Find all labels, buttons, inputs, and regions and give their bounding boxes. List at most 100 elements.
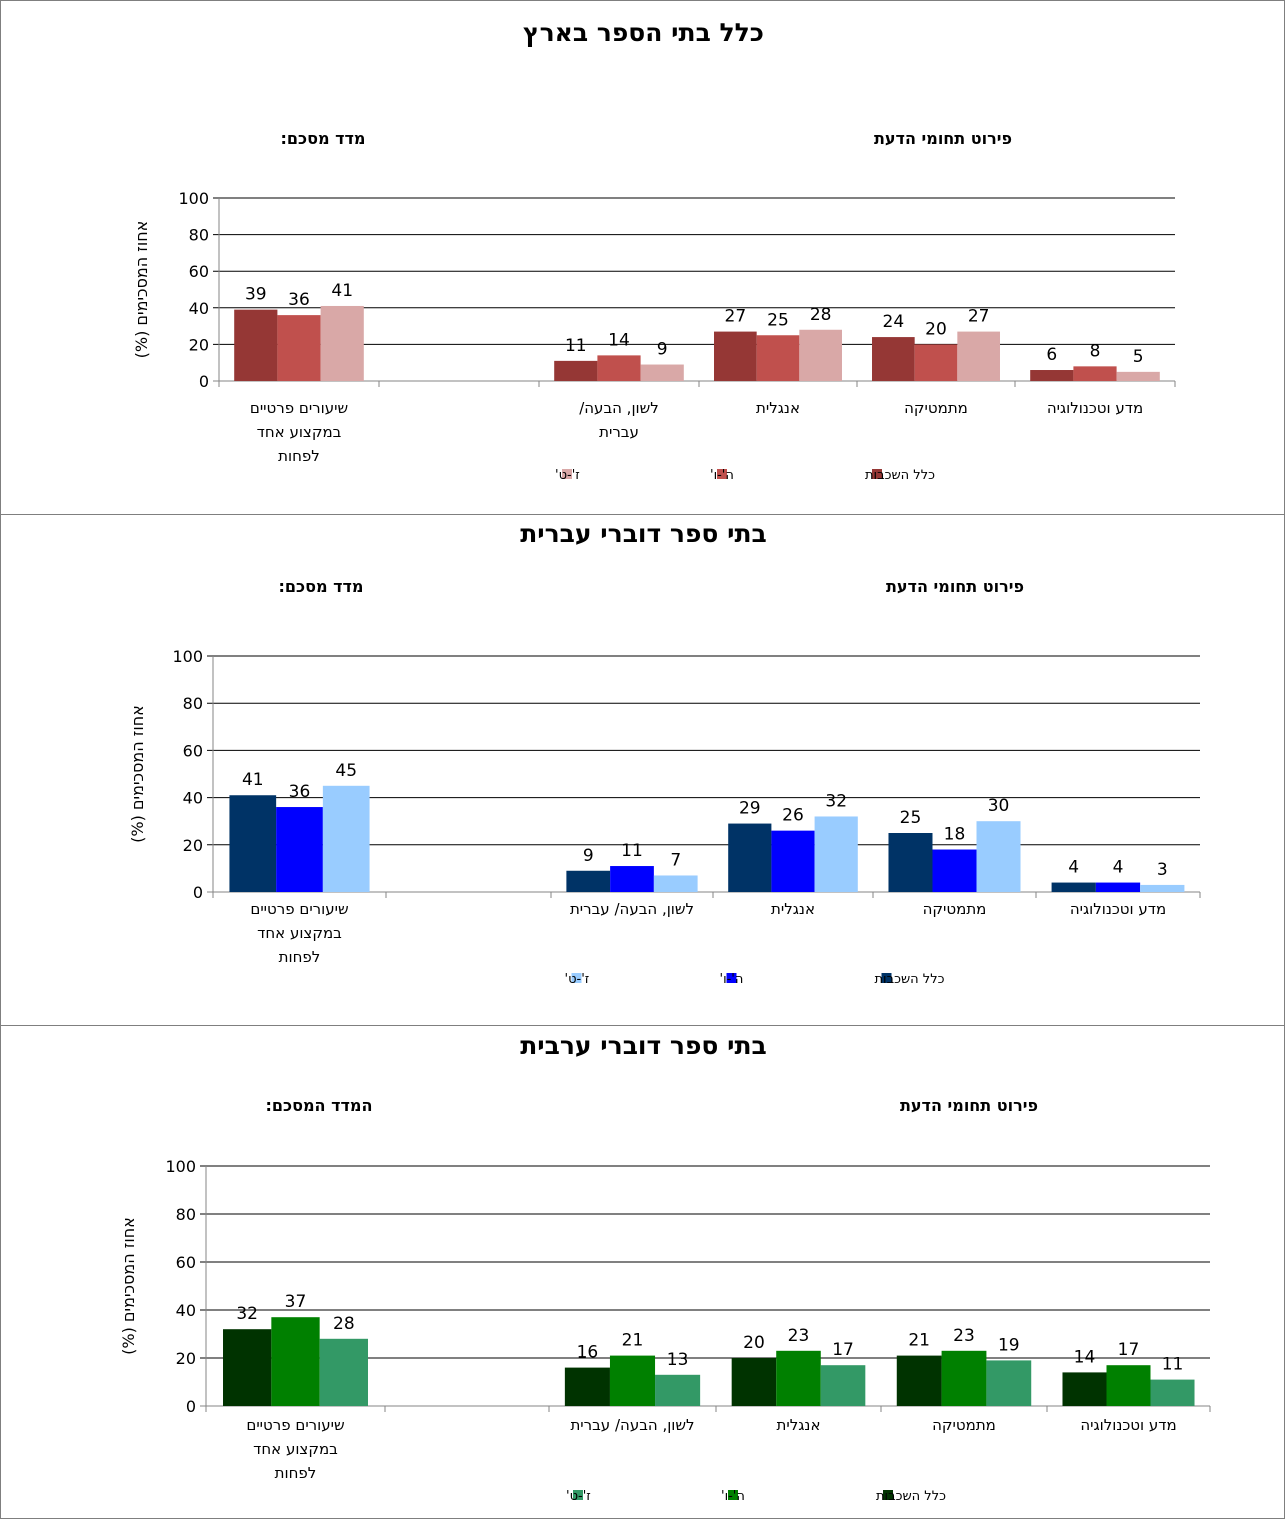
data-label: 16 — [577, 1343, 599, 1363]
category-label: במקצוע אחד — [253, 1440, 338, 1458]
bar — [640, 364, 684, 381]
chart-svg: בתי ספר דוברי עברית מדד מסכם: פירוט תחומי … — [128, 519, 1201, 987]
bar — [941, 1350, 987, 1406]
category-label: מתמטיקה — [904, 399, 968, 417]
bar — [814, 816, 858, 892]
data-label: 32 — [236, 1304, 258, 1324]
bar — [714, 331, 757, 381]
bar — [896, 1355, 942, 1406]
y-tick-label: 100 — [178, 189, 209, 208]
bar — [1062, 1372, 1107, 1406]
data-label: 13 — [667, 1350, 689, 1370]
y-tick-label: 0 — [199, 372, 209, 391]
bar — [731, 1358, 777, 1406]
legend-swatch — [872, 469, 882, 479]
chart-svg: בתי ספר דוברי ערבית המדד המסכם: פירוט תחומ… — [119, 1031, 1211, 1504]
category-label: עברית — [599, 423, 639, 441]
data-label: 7 — [670, 850, 681, 870]
category-label: מתמטיקה — [932, 1416, 996, 1434]
bar — [277, 315, 321, 381]
bar — [554, 360, 598, 381]
data-label: 41 — [242, 770, 264, 790]
data-label: 32 — [825, 791, 847, 811]
data-label: 30 — [988, 796, 1010, 816]
legend-swatch — [573, 1490, 583, 1500]
chart-svg: כלל בתי הספר בארץ מדד מסכם: פירוט תחומי הד… — [132, 18, 1176, 483]
data-label: 17 — [832, 1340, 854, 1360]
chart-title: בתי ספר דוברי עברית — [520, 519, 767, 548]
chart-title: בתי ספר דוברי ערבית — [520, 1031, 767, 1060]
bar — [957, 331, 1000, 381]
chart-panel-hebrew-schools: בתי ספר דוברי עברית מדד מסכם: פירוט תחומי … — [0, 514, 1285, 1026]
bar — [756, 335, 800, 381]
bar — [799, 329, 842, 381]
category-label: לשון, הבעה/ עברית — [570, 900, 694, 918]
data-label: 21 — [908, 1331, 930, 1351]
data-label: 41 — [331, 281, 353, 301]
chart-panel-arabic-schools: בתי ספר דוברי ערבית המדד המסכם: פירוט תחומ… — [0, 1025, 1285, 1519]
data-label: 20 — [743, 1333, 765, 1353]
data-label: 6 — [1046, 345, 1057, 365]
bar — [932, 849, 977, 892]
bar — [223, 1329, 272, 1406]
legend-label: ז'-ט' — [565, 972, 590, 987]
y-axis-title: אחוז המסכימים (%) — [128, 705, 147, 843]
y-tick-label: 80 — [183, 694, 203, 713]
y-tick-label: 20 — [183, 836, 203, 855]
y-axis-title: אחוז המסכימים (%) — [132, 221, 151, 359]
bar — [234, 309, 278, 381]
data-label: 28 — [333, 1314, 355, 1334]
category-label: במקצוע אחד — [257, 924, 342, 942]
data-label: 11 — [621, 841, 643, 861]
data-label: 14 — [1074, 1347, 1096, 1367]
legend-label: כלל השכבות — [875, 972, 945, 987]
bar — [1030, 370, 1074, 381]
y-tick-label: 20 — [176, 1349, 196, 1368]
category-label: לפחות — [279, 948, 321, 966]
legend-swatch — [728, 1490, 738, 1500]
bar — [1106, 1365, 1151, 1406]
y-tick-label: 0 — [186, 1397, 196, 1416]
data-label: 9 — [657, 340, 668, 360]
category-label: לפחות — [275, 1464, 317, 1482]
y-tick-label: 40 — [176, 1301, 196, 1320]
category-label: לפחות — [278, 447, 320, 465]
y-tick-label: 100 — [172, 647, 203, 666]
bar — [1116, 371, 1160, 381]
y-tick-label: 60 — [183, 741, 203, 760]
bar — [888, 833, 933, 892]
legend-swatch — [717, 469, 727, 479]
data-label: 5 — [1133, 347, 1144, 367]
chart-panel-all-schools: כלל בתי הספר בארץ מדד מסכם: פירוט תחומי הד… — [0, 0, 1285, 515]
y-tick-label: 20 — [189, 335, 209, 354]
bar — [610, 866, 654, 892]
legend-label: ה'-ו' — [720, 972, 744, 987]
data-label: 4 — [1113, 858, 1124, 878]
y-tick-label: 100 — [165, 1157, 196, 1176]
data-label: 14 — [608, 330, 630, 350]
data-label: 25 — [767, 310, 789, 330]
y-tick-label: 0 — [193, 883, 203, 902]
category-label: לשון, הבעה/ עברית — [570, 1416, 694, 1434]
data-label: 11 — [565, 336, 587, 356]
bar — [986, 1360, 1032, 1406]
bar — [653, 875, 698, 892]
data-label: 9 — [583, 846, 594, 866]
bar — [776, 1350, 821, 1406]
bar — [1051, 882, 1096, 892]
legend-swatch — [571, 973, 582, 983]
chart-title: כלל בתי הספר בארץ — [523, 18, 764, 47]
category-label: שיעורים פרטיים — [250, 900, 348, 918]
data-label: 39 — [245, 285, 267, 305]
summary-heading: מדד מסכם: — [280, 129, 365, 148]
category-label: שיעורים פרטיים — [246, 1416, 344, 1434]
bar — [820, 1365, 866, 1406]
bar — [322, 785, 370, 892]
subjects-heading: פירוט תחומי הדעת — [874, 129, 1012, 148]
legend-label: ז'-ט' — [566, 1489, 591, 1504]
legend-swatch — [881, 973, 892, 983]
bar — [271, 1317, 320, 1406]
bar — [319, 1338, 368, 1406]
legend-swatch — [562, 469, 572, 479]
data-label: 18 — [944, 825, 966, 845]
